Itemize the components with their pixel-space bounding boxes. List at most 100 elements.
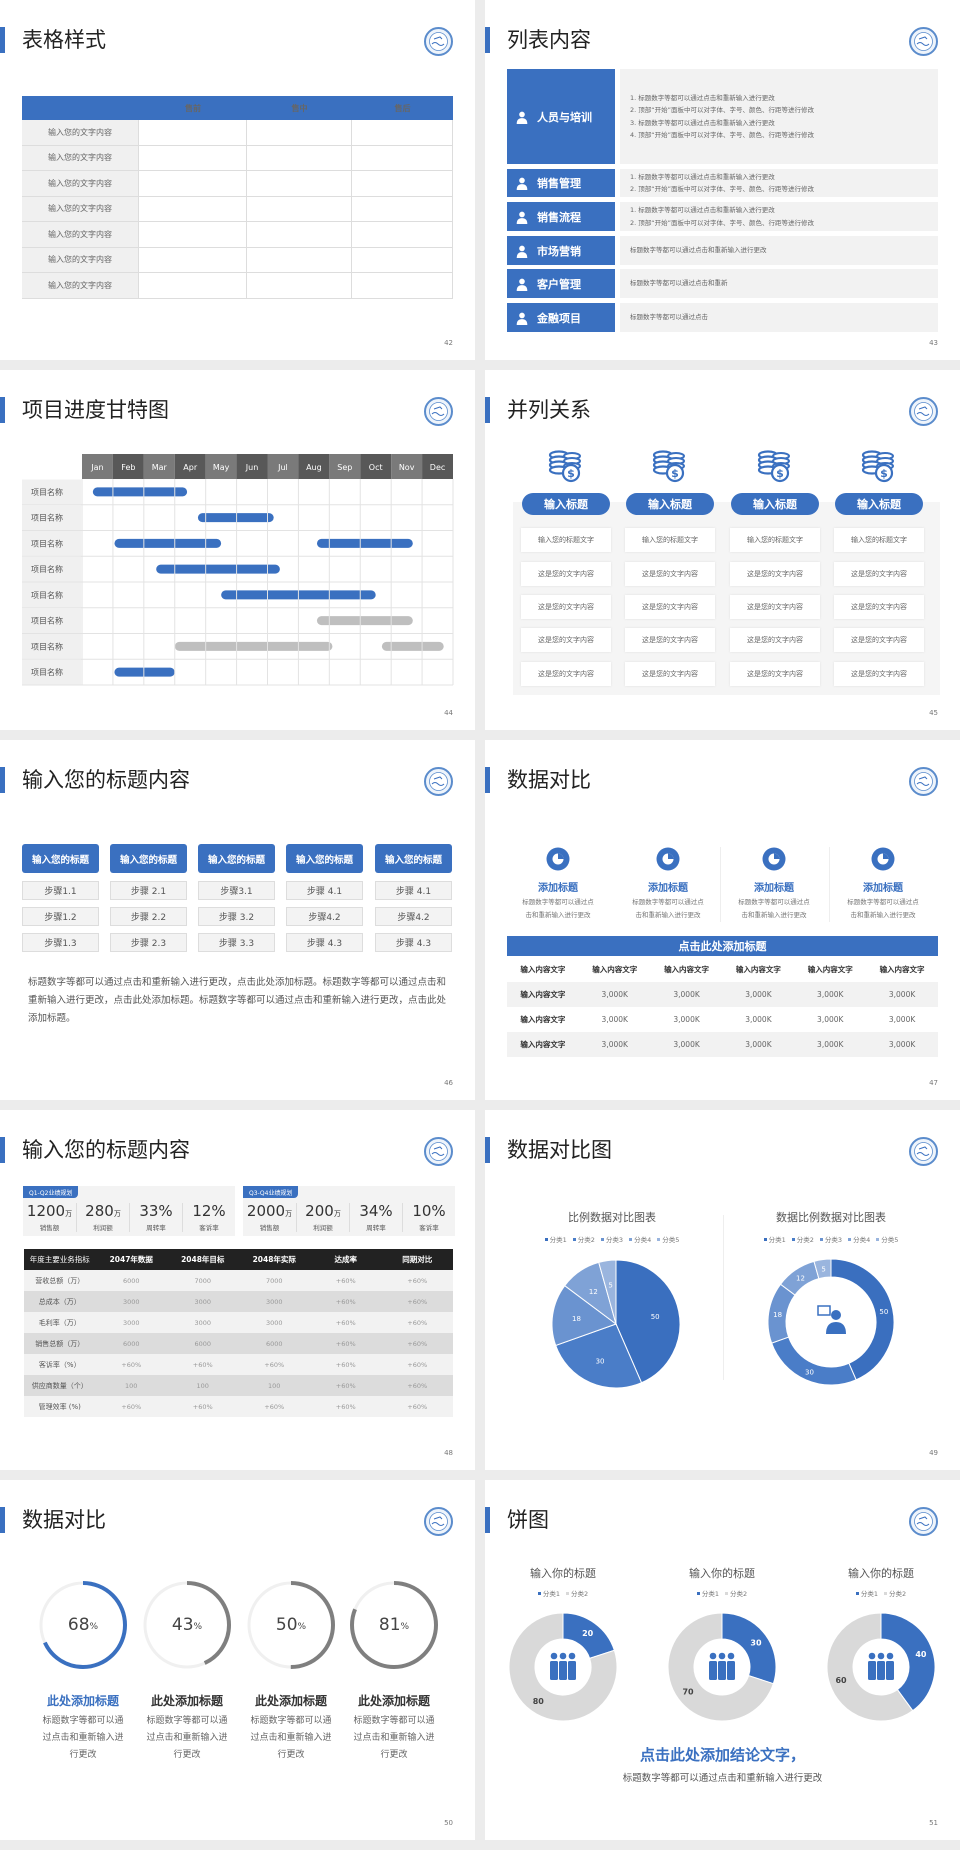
list-item-5[interactable]: 客户管理 bbox=[507, 269, 615, 298]
table-cell[interactable] bbox=[139, 145, 247, 171]
dollar-sign: $ bbox=[671, 467, 679, 480]
ring-value-unit: % bbox=[193, 1622, 203, 1632]
table-cell: 3,000K bbox=[745, 1040, 772, 1049]
step-column-title[interactable]: 输入您的标题 bbox=[286, 844, 363, 873]
table-cell[interactable] bbox=[352, 273, 453, 299]
data-label: 60 bbox=[835, 1676, 847, 1685]
slide-51[interactable]: 饼图 51 输入你的标题 分类1 分类2 20 80 输入你的标题 分类1 分类2 30 70 输入你的… bbox=[485, 1480, 960, 1840]
list-item-6[interactable]: 金融项目 bbox=[507, 303, 615, 332]
column-title-pill[interactable]: 输入标题 bbox=[626, 493, 714, 515]
step-column-title[interactable]: 输入您的标题 bbox=[198, 844, 275, 873]
table-cell[interactable] bbox=[139, 222, 247, 248]
kpi-stat: 1200万 销售额 bbox=[23, 1203, 76, 1232]
table-cell[interactable] bbox=[247, 145, 352, 171]
row-label-bg bbox=[22, 582, 81, 608]
member-head bbox=[559, 1652, 567, 1660]
table-cell[interactable] bbox=[352, 247, 453, 273]
legend-swatch bbox=[696, 1591, 700, 1595]
table-cell[interactable] bbox=[247, 120, 352, 146]
month-label: Jul bbox=[277, 463, 288, 472]
slide-44[interactable]: 项目进度甘特图 44 Jan Feb Mar Apr May Jun Jul Aug Sep Oct N… bbox=[0, 370, 475, 730]
column-title-pill[interactable]: 输入标题 bbox=[835, 493, 923, 515]
member-body bbox=[550, 1661, 558, 1680]
table-cell[interactable] bbox=[247, 222, 352, 248]
member-body bbox=[709, 1661, 717, 1680]
table-cell: +60% bbox=[335, 1297, 356, 1306]
table-header-bg bbox=[24, 1249, 453, 1270]
kpi-stat: 34% 周转率 bbox=[349, 1203, 402, 1232]
table-cell[interactable] bbox=[352, 171, 453, 197]
table-row-label: 销售总额（万） bbox=[35, 1339, 85, 1348]
donut-legend: 分类1 分类2 bbox=[622, 1588, 822, 1598]
list-item-3[interactable]: 销售流程 bbox=[507, 202, 615, 231]
slide-42[interactable]: 表格样式 42 售前 售中 售后 输入您的文字内容 输入您的文字内容 输入您的文字内容 输入您的… bbox=[0, 0, 475, 360]
table-cell[interactable] bbox=[352, 120, 453, 146]
table-cell[interactable] bbox=[247, 196, 352, 222]
feature-title: 添加标题 bbox=[754, 883, 794, 894]
table-header-cell: 售前 bbox=[139, 96, 247, 120]
feature-description: 标题数字等都可以通过点 bbox=[632, 898, 704, 906]
slide-46[interactable]: 输入您的标题内容 46 输入您的标题 步骤1.1 步骤1.2 步骤1.3 输入您的标题 步骤 … bbox=[0, 740, 475, 1100]
slide-47[interactable]: 数据对比 47 添加标题 标题数字等都可以通过点 击和重新输入进行更改 添加标题 标题数字等… bbox=[485, 740, 960, 1100]
slide-43[interactable]: 列表内容 43 人员与培训 1. 标题数字等都可以通过点击和重新输入进行更改 2. 顶部… bbox=[485, 0, 960, 360]
logo-inner bbox=[914, 32, 933, 51]
list-item-label: 金融项目 bbox=[537, 311, 581, 325]
ring-value-unit: % bbox=[297, 1622, 307, 1632]
slide-45[interactable]: 并列关系 45 $ 输入标题 输入您的标题文字 这是您的文字内容 这是您的文字内容 这是您的文… bbox=[485, 370, 960, 730]
chart-legend: 分类1 分类2 分类3 分类4 分类5 bbox=[512, 1234, 712, 1244]
table-cell[interactable] bbox=[139, 171, 247, 197]
conclusion-subtext: 标题数字等都可以通过点击和重新输入进行更改 bbox=[622, 1773, 823, 1784]
logo-wave bbox=[916, 782, 930, 786]
chart-legend: 分类1 分类2 分类3 分类4 分类5 bbox=[731, 1234, 931, 1244]
kpi-label: 利润额 bbox=[93, 1224, 113, 1232]
legend-item: 分类1 bbox=[855, 1588, 878, 1598]
step-column-title[interactable]: 输入您的标题 bbox=[110, 844, 187, 873]
row-band bbox=[24, 1375, 453, 1396]
column-text-box: 这是您的文字内容 bbox=[625, 628, 715, 652]
table-cell[interactable] bbox=[139, 273, 247, 299]
column-title-pill[interactable]: 输入标题 bbox=[731, 493, 819, 515]
table-cell: +60% bbox=[335, 1339, 356, 1348]
data-label: 40 bbox=[915, 1650, 927, 1659]
table-cell[interactable] bbox=[247, 273, 352, 299]
ring-progress-arc bbox=[350, 1581, 438, 1669]
table-cell[interactable] bbox=[247, 247, 352, 273]
kpi-label: 销售额 bbox=[259, 1224, 280, 1232]
title-accent-bar bbox=[0, 1137, 5, 1163]
column-title-pill[interactable]: 输入标题 bbox=[522, 493, 610, 515]
list-item-4[interactable]: 市场营销 bbox=[507, 236, 615, 265]
conclusion-heading[interactable]: 点击此处添加结论文字， bbox=[639, 1746, 805, 1764]
step-column-title[interactable]: 输入您的标题 bbox=[375, 844, 452, 873]
table-cell[interactable] bbox=[352, 145, 453, 171]
coins-dollar-icon: $ bbox=[652, 450, 685, 483]
logo-emblem bbox=[909, 27, 938, 56]
month-label: Apr bbox=[183, 463, 198, 472]
column-text-box: 这是您的文字内容 bbox=[625, 562, 715, 586]
column-text-box: 这是您的文字内容 bbox=[625, 595, 715, 619]
table-cell[interactable] bbox=[139, 120, 247, 146]
table-header-cell: 输入内容文字 bbox=[664, 965, 710, 974]
gantt-bar bbox=[197, 513, 274, 523]
list-item-2[interactable]: 销售管理 bbox=[507, 169, 615, 197]
table-cell[interactable] bbox=[247, 171, 352, 197]
kpi-value: 280 bbox=[85, 1202, 114, 1220]
step-column-title[interactable]: 输入您的标题 bbox=[22, 844, 99, 873]
table-row-label: 输入您的文字内容 bbox=[22, 196, 139, 222]
member-head bbox=[568, 1652, 576, 1660]
list-item-1[interactable]: 人员与培训 bbox=[507, 69, 615, 164]
member-head bbox=[868, 1652, 876, 1660]
legend-swatch bbox=[848, 1237, 852, 1241]
slide-50[interactable]: 数据对比 50 68% 此处添加标题 标题数字等都可以通 过点击和重新输入进 行更改 43% 此… bbox=[0, 1480, 475, 1840]
slide-48[interactable]: 输入您的标题内容 48 Q1-Q2业绩规划 1200万 销售额 280万 利润额 33% 周转率… bbox=[0, 1110, 475, 1470]
legend-label: 分类2 bbox=[571, 1590, 589, 1598]
donut-title: 输入你的标题 bbox=[530, 1567, 596, 1580]
table-cell[interactable] bbox=[139, 247, 247, 273]
table-row-label: 输入您的文字内容 bbox=[22, 273, 139, 299]
table-cell[interactable] bbox=[352, 222, 453, 248]
table-title-bar[interactable]: 点击此处添加标题 bbox=[507, 936, 938, 956]
table-cell[interactable] bbox=[352, 196, 453, 222]
legend-label: 分类2 bbox=[577, 1236, 595, 1244]
slide-49[interactable]: 数据对比图 49 比例数据对比图表 分类1 分类2 分类3 分类4 分类5 数据比例数据对比图表… bbox=[485, 1110, 960, 1470]
table-cell[interactable] bbox=[139, 196, 247, 222]
logo-inner bbox=[429, 1512, 448, 1531]
